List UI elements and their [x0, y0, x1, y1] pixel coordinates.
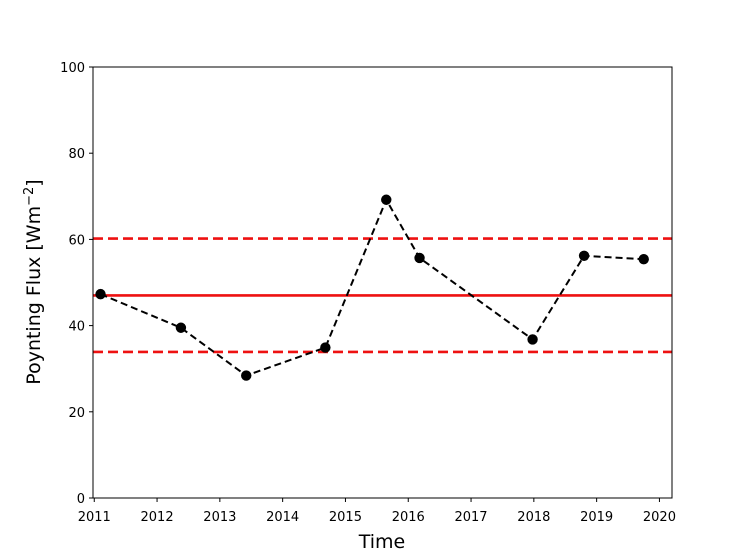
x-tick-label: 2012 — [141, 510, 174, 525]
y-axis-label-exponent: −2 — [22, 187, 37, 206]
y-tick-label: 60 — [68, 233, 85, 248]
y-tick-label: 100 — [60, 61, 85, 76]
data-point — [381, 194, 392, 205]
y-axis-label-suffix: ] — [23, 179, 45, 186]
data-point — [95, 288, 106, 300]
data-point — [175, 322, 187, 333]
y-axis: 0 20 40 60 80 100 — [60, 61, 93, 507]
x-tick-label: 2019 — [580, 510, 613, 525]
data-series — [95, 194, 649, 381]
x-tick-label: 2014 — [266, 510, 299, 525]
y-axis-label: Poynting Flux [Wm−2] — [22, 179, 45, 384]
x-tick-label: 2013 — [203, 510, 236, 525]
x-axis-label: Time — [358, 531, 406, 553]
y-axis-label-main: Poynting Flux [Wm — [23, 206, 45, 385]
x-tick-label: 2020 — [643, 510, 676, 525]
x-tick-label: 2015 — [329, 510, 362, 525]
plot-frame — [92, 66, 673, 499]
y-tick-label: 40 — [68, 320, 85, 335]
x-tick-label: 2018 — [517, 510, 550, 525]
x-tick-label: 2016 — [392, 510, 425, 525]
y-tick-label: 80 — [68, 147, 85, 162]
data-point — [414, 252, 425, 264]
x-axis: 2011 2012 2013 2014 2015 2016 2017 2018 2019 2020 — [78, 498, 676, 525]
y-tick-label: 0 — [77, 492, 85, 507]
y-tick-label: 20 — [68, 406, 85, 421]
data-point — [320, 342, 331, 353]
data-point — [241, 370, 252, 381]
x-tick-label: 2011 — [78, 510, 111, 525]
data-point — [527, 334, 538, 345]
x-tick-label: 2017 — [454, 510, 487, 525]
data-point — [638, 254, 649, 265]
reference-lines — [93, 237, 672, 354]
data-point — [578, 250, 590, 261]
